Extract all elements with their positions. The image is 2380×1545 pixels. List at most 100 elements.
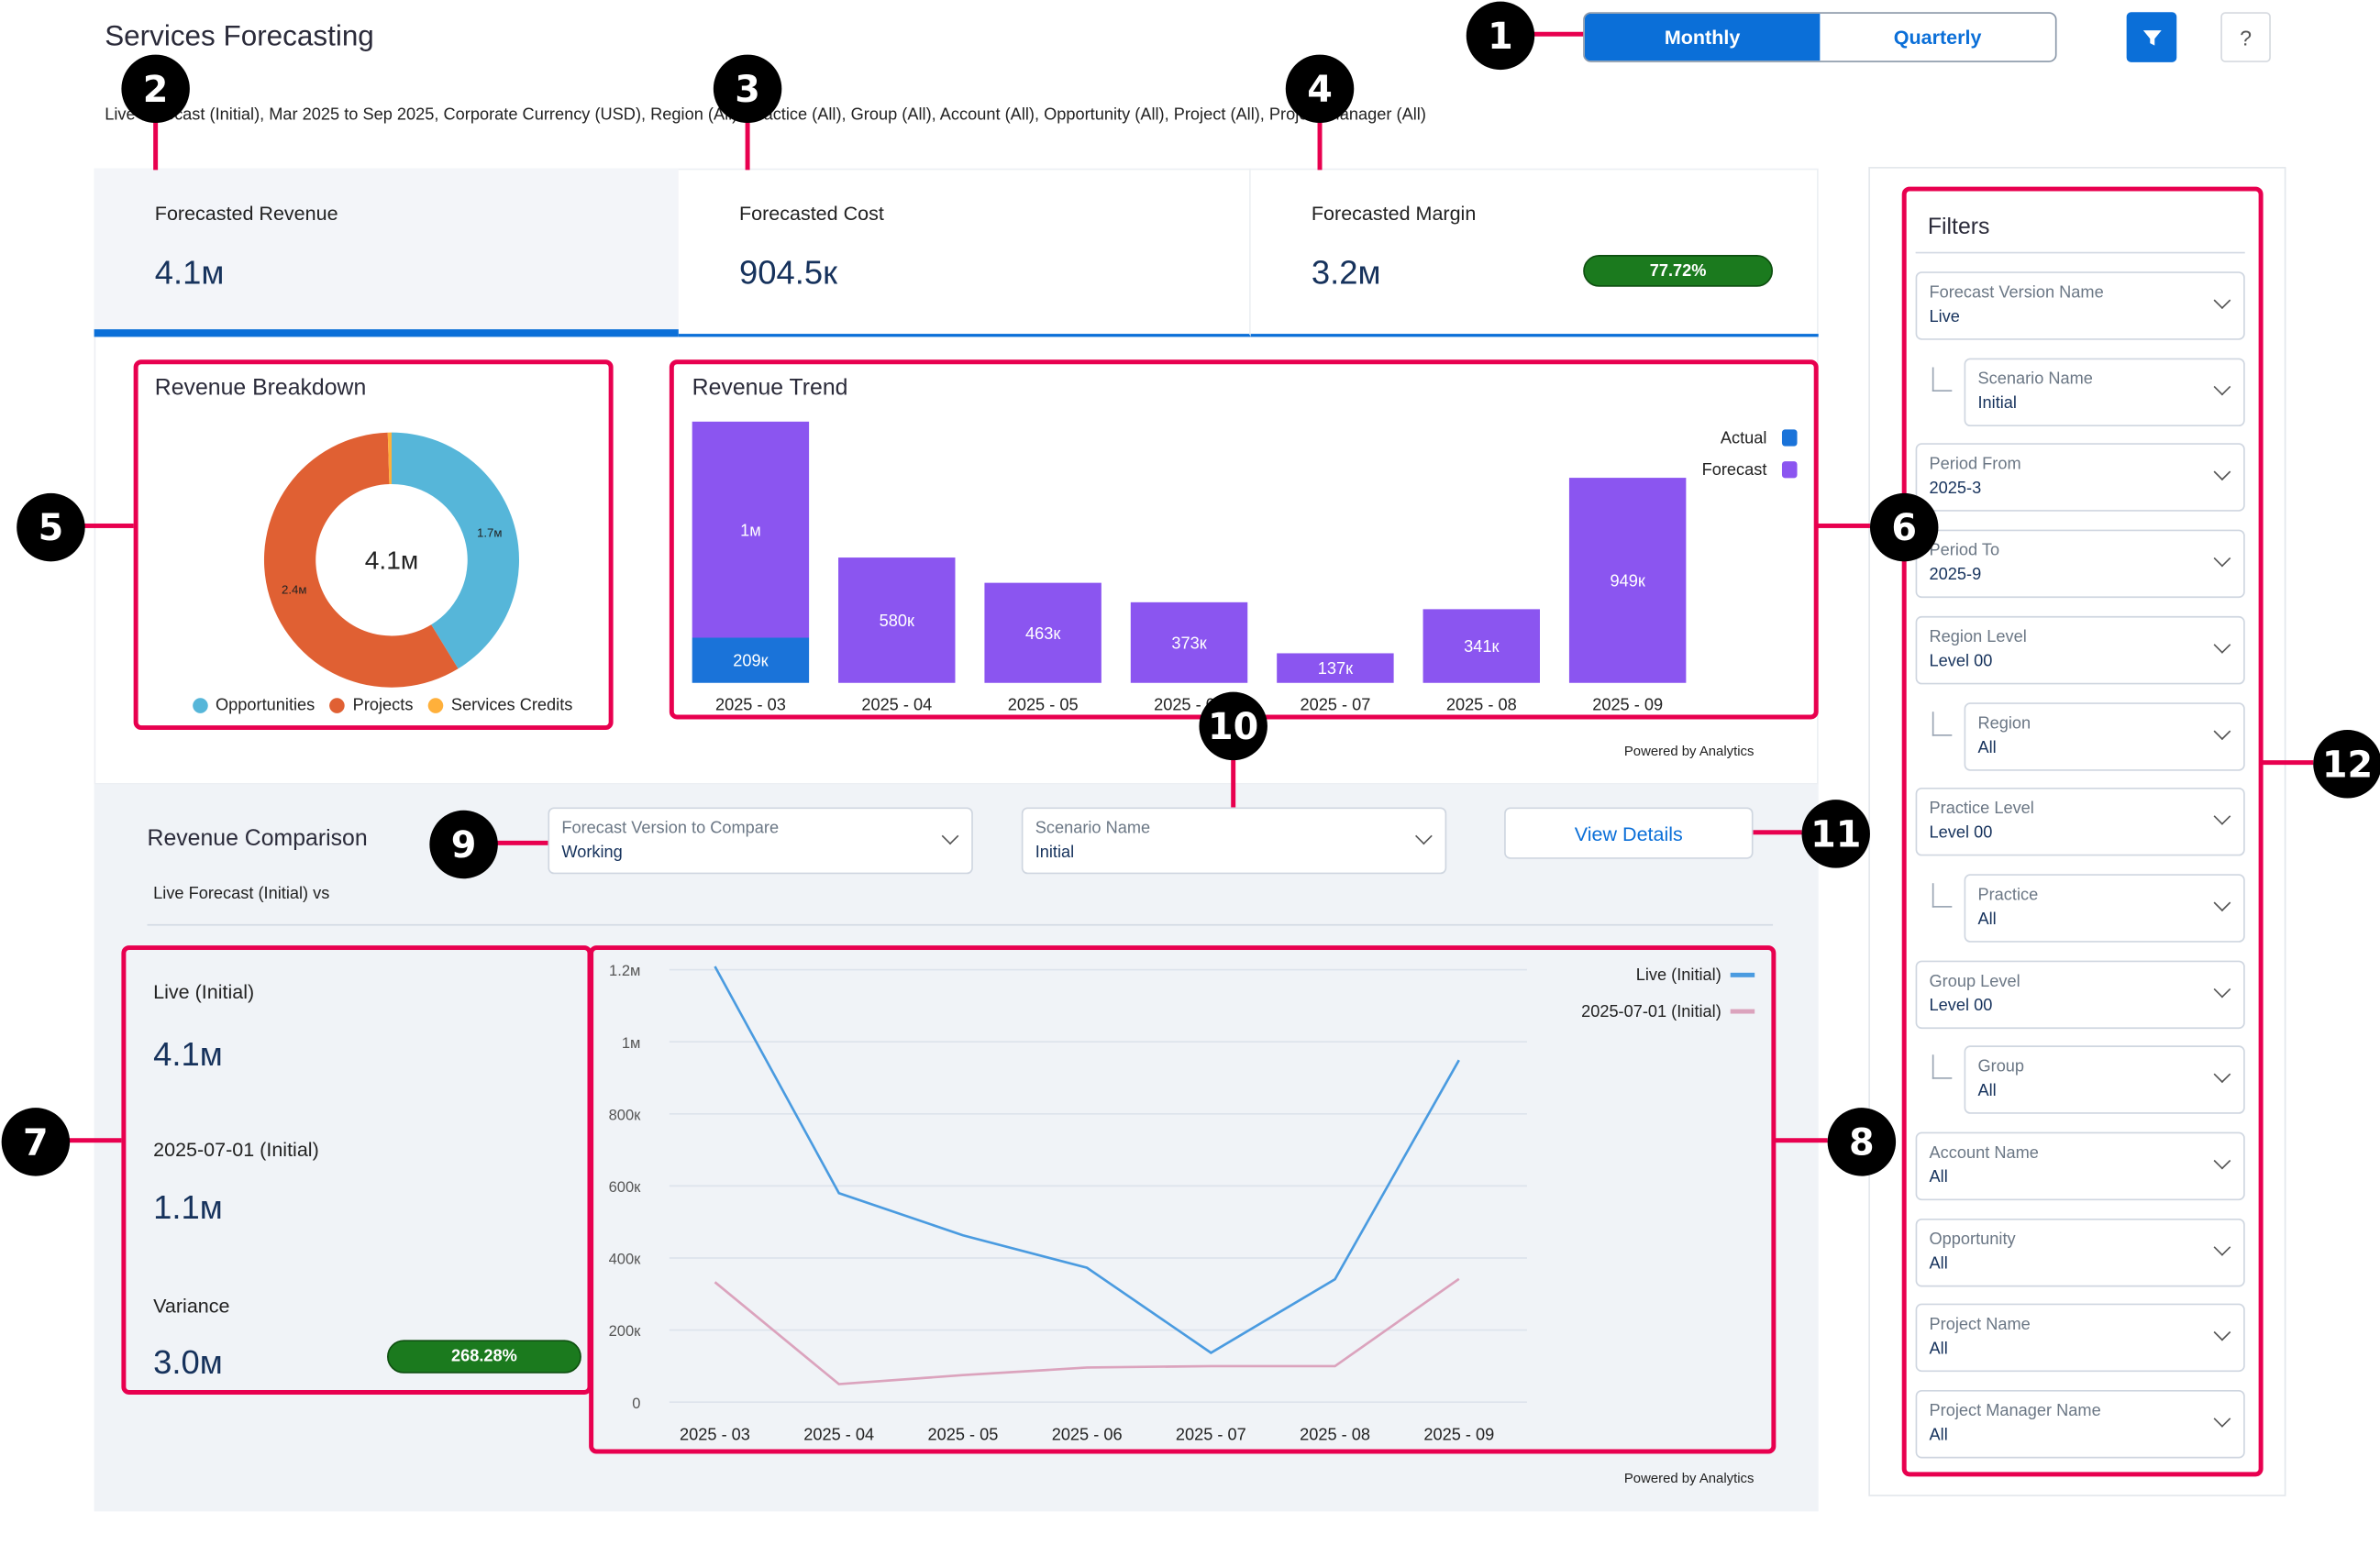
kpi-forecasted-margin[interactable]: Forecasted Margin 3.2м 77.72% — [1250, 169, 1819, 337]
callout-badge-1: 1 — [1466, 1, 1535, 71]
kpi-forecasted-revenue[interactable]: Forecasted Revenue 4.1м — [94, 168, 679, 337]
powered-by: Powered by Analytics — [1623, 743, 1755, 759]
bar-forecast[interactable] — [692, 421, 810, 638]
dropdown-value: All — [1929, 1254, 1948, 1274]
dropdown-value: Level 00 — [1929, 823, 1993, 843]
legend-swatch — [1781, 461, 1798, 479]
dropdown-value: All — [1929, 1168, 1948, 1187]
filter-dropdown-practice-level[interactable]: Practice Level Level 00 — [1915, 788, 2245, 856]
dropdown-value: Initial — [1035, 844, 1075, 863]
x-tick-label: 2025 - 06 — [1052, 1426, 1123, 1444]
callout-line — [153, 121, 159, 171]
bar-label: 463к — [1025, 624, 1061, 643]
callout-line — [1774, 1138, 1828, 1143]
legend-swatch — [1730, 972, 1755, 977]
filter-button[interactable] — [2126, 12, 2177, 62]
chevron-down-icon — [1415, 827, 1433, 845]
compare-scenario-dropdown[interactable]: Scenario Name Initial — [1021, 807, 1447, 875]
filter-dropdown-forecast-version-name[interactable]: Forecast Version Name Live — [1915, 271, 2245, 340]
chevron-down-icon — [2213, 378, 2231, 395]
y-tick-label: 0 — [632, 1395, 640, 1412]
view-details-button[interactable]: View Details — [1504, 807, 1754, 859]
period-toggle: Monthly Quarterly — [1583, 12, 2057, 62]
dropdown-value: All — [1977, 738, 1997, 757]
chevron-down-icon — [2213, 635, 2231, 654]
legend-item[interactable]: Services Credits — [428, 697, 572, 715]
callout-badge-5: 5 — [17, 492, 85, 562]
filter-dropdown-account-name[interactable]: Account Name All — [1915, 1131, 2245, 1201]
live-label: Live (Initial) — [153, 980, 255, 1003]
filter-dropdown-practice[interactable]: Practice All — [1964, 874, 2245, 943]
series-line-1[interactable] — [714, 1277, 1460, 1385]
bar-forecast[interactable] — [1130, 601, 1248, 683]
dropdown-label: Scenario Name — [1035, 819, 1151, 838]
dropdown-value: All — [1977, 1082, 1997, 1101]
dropdown-label: Practice — [1977, 886, 2039, 905]
quarterly-toggle-button[interactable]: Quarterly — [1893, 26, 1982, 49]
donut-center-label: 4.1м — [365, 546, 418, 575]
indent-connector — [1932, 711, 1953, 735]
filter-dropdown-project-manager-name[interactable]: Project Manager Name All — [1915, 1390, 2245, 1459]
bar-forecast[interactable] — [838, 557, 956, 683]
bar-forecast[interactable] — [1568, 478, 1687, 683]
help-icon: ? — [2240, 25, 2253, 50]
comparison-summary: Live (Initial) 4.1м 2025-07-01 (Initial)… — [121, 945, 592, 1395]
x-tick-label: 2025 - 08 — [1300, 1426, 1370, 1444]
compare-version-dropdown[interactable]: Forecast Version to Compare Working — [548, 807, 973, 875]
donut-legend: Opportunities Projects Services Credits — [193, 697, 572, 715]
divider — [1915, 251, 2245, 254]
filter-dropdown-period-to[interactable]: Period To 2025-9 — [1915, 529, 2245, 599]
chevron-down-icon — [941, 827, 959, 845]
donut-slice-projects[interactable] — [263, 432, 459, 688]
chevron-down-icon — [2213, 292, 2231, 310]
bar-forecast[interactable] — [984, 582, 1101, 683]
legend-swatch — [1781, 429, 1798, 447]
dropdown-value: 2025-9 — [1929, 566, 1982, 585]
slice-label: 2.4м — [282, 582, 307, 596]
filter-dropdown-period-from[interactable]: Period From 2025-3 — [1915, 443, 2245, 513]
filter-dropdown-group[interactable]: Group All — [1964, 1045, 2245, 1115]
indent-connector — [1932, 366, 1953, 392]
legend-label: Forecast — [1702, 460, 1767, 479]
legend-swatch — [329, 698, 346, 713]
filter-dropdown-project-name[interactable]: Project Name All — [1915, 1304, 2245, 1373]
dropdown-label: Period From — [1929, 456, 2021, 475]
callout-badge-2: 2 — [121, 54, 190, 124]
callout-line — [745, 121, 750, 171]
compare-value: 1.1м — [153, 1187, 223, 1227]
bar-chart: 209к 1м 2025 - 03 580к 2025 - 04 463к 2025 - 0… — [692, 421, 1798, 714]
chevron-down-icon — [2213, 722, 2231, 740]
bar-forecast[interactable] — [1277, 653, 1394, 683]
y-tick-label: 1м — [622, 1034, 641, 1052]
variance-badge: 268.28% — [387, 1340, 581, 1374]
margin-badge: 77.72% — [1583, 255, 1774, 287]
x-tick-label: 2025 - 05 — [1008, 696, 1079, 714]
legend-item[interactable]: Projects — [329, 697, 413, 715]
filter-dropdown-scenario-name[interactable]: Scenario Name Initial — [1964, 358, 2245, 426]
donut-slice-opportunities[interactable] — [391, 432, 520, 669]
bar-label: 373к — [1171, 634, 1207, 652]
help-button[interactable]: ? — [2220, 12, 2271, 62]
donut-slice-services-credits[interactable] — [387, 432, 392, 484]
dropdown-label: Group Level — [1929, 972, 2020, 991]
chevron-down-icon — [2213, 894, 2231, 911]
chevron-down-icon — [2213, 549, 2231, 568]
y-tick-label: 600к — [609, 1178, 642, 1196]
legend-item[interactable]: Opportunities — [193, 697, 315, 715]
monthly-toggle-button[interactable]: Monthly — [1584, 13, 1821, 61]
bar-forecast[interactable] — [1422, 609, 1540, 683]
bar-actual[interactable] — [692, 637, 810, 683]
kpi-forecasted-cost[interactable]: Forecasted Cost 904.5к — [678, 168, 1251, 337]
series-line-0[interactable] — [714, 966, 1460, 1354]
filter-icon — [2142, 29, 2161, 45]
filter-dropdown-group-level[interactable]: Group Level Level 00 — [1915, 959, 2245, 1029]
slice-label: 1.7м — [477, 526, 503, 540]
filter-dropdown-opportunity[interactable]: Opportunity All — [1915, 1218, 2245, 1286]
bar-label: 1м — [740, 521, 761, 539]
callout-line — [2261, 760, 2314, 766]
filter-dropdown-region[interactable]: Region All — [1964, 701, 2245, 770]
callout-line — [496, 840, 548, 845]
dropdown-value: All — [1929, 1426, 1948, 1445]
comparison-subtitle: Live Forecast (Initial) vs — [153, 884, 330, 903]
filter-dropdown-region-level[interactable]: Region Level Level 00 — [1915, 615, 2245, 685]
